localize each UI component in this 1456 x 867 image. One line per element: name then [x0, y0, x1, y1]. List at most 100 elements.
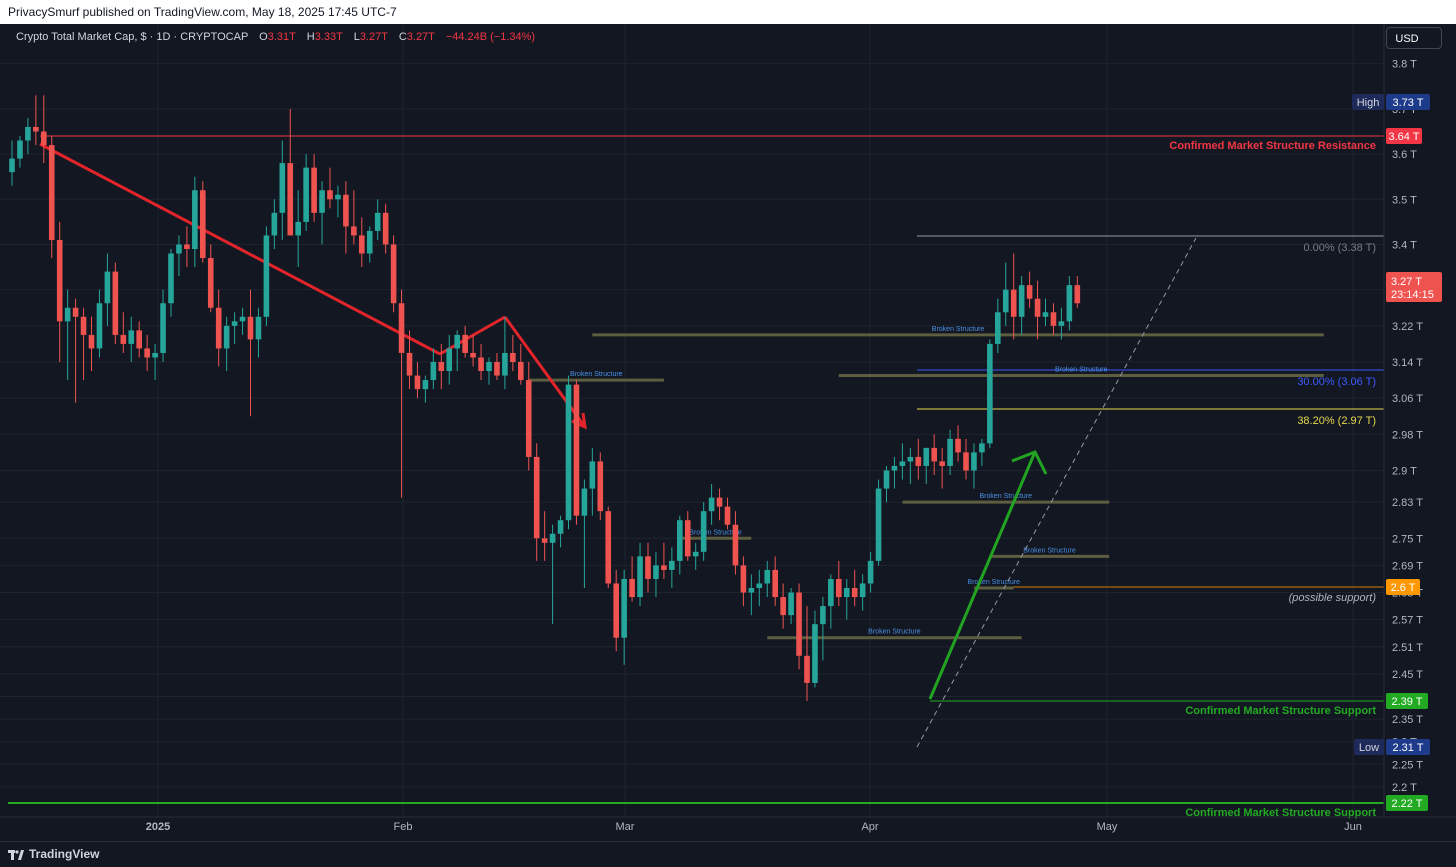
candle-body — [549, 533, 556, 543]
candle-body — [613, 583, 619, 638]
price-tick-label: 3.6 T — [1392, 149, 1417, 161]
candle-body — [653, 565, 659, 579]
candle-body — [104, 271, 111, 304]
candle-body — [470, 352, 476, 358]
candle-body — [939, 461, 945, 466]
resistance-label: Confirmed Market Structure Resistance — [1169, 140, 1376, 152]
annotations: Broken Structure Broken Structure Broken S… — [8, 135, 1384, 804]
candle-body — [486, 362, 492, 372]
candle-body — [446, 348, 453, 372]
candle-body — [510, 352, 516, 362]
candle-body — [56, 239, 63, 322]
candle-body — [112, 271, 119, 335]
candle-body — [335, 194, 341, 200]
candle-body — [454, 334, 460, 349]
change-value: −44.24B (−1.34%) — [445, 31, 536, 43]
candle-body — [581, 488, 588, 516]
candle-body — [907, 456, 914, 462]
uptrend-arrow-head — [1011, 450, 1048, 475]
possible-support-label: (possible support) — [1289, 592, 1377, 604]
candle-body — [168, 253, 174, 304]
candle-body — [311, 167, 317, 213]
broken-structure-label: Broken Structure — [689, 529, 742, 536]
chart-panel[interactable]: Broken Structure Broken Structure Broken S… — [0, 24, 1456, 841]
price-tick-label: 3.22 T — [1392, 321, 1423, 333]
candle-body — [1026, 285, 1033, 299]
price-tick-label: 2.98 T — [1392, 429, 1423, 441]
candle-body — [748, 588, 755, 593]
candle-body — [255, 316, 262, 340]
close-value: 3.27T — [406, 31, 435, 43]
price-tick-label: 2.75 T — [1392, 533, 1423, 545]
candle-body — [597, 461, 604, 512]
candle-body — [875, 488, 882, 561]
time-axis: 2025 Feb Mar Apr May Jun — [0, 816, 1456, 833]
high-marker: High 3.73 T — [1352, 94, 1430, 110]
broken-structure-label: Broken Structure — [570, 371, 623, 378]
candle-body — [533, 456, 540, 539]
time-axis-label: May — [1097, 821, 1118, 833]
bottom-bar: TradingView — [0, 841, 1456, 867]
price-tick-label: 2.57 T — [1392, 615, 1423, 627]
candle-body — [820, 606, 826, 625]
candle-body — [804, 655, 810, 683]
dashed-trendline — [916, 237, 1197, 748]
candle-body — [931, 447, 937, 462]
candle-body — [883, 470, 890, 489]
candle-body — [621, 578, 627, 638]
candle-body — [25, 126, 31, 141]
candle-body — [828, 578, 834, 607]
price-chart[interactable]: Broken Structure Broken Structure Broken S… — [0, 24, 1456, 841]
tradingview-logo[interactable]: TradingView — [8, 847, 99, 861]
price-tick-label: 2.83 T — [1392, 497, 1423, 509]
candle-body — [891, 465, 898, 471]
candle-body — [812, 624, 818, 683]
price-tick-label: 2.25 T — [1392, 759, 1423, 771]
countdown-timer: 23:14:15 — [1391, 289, 1434, 301]
candle-body — [764, 569, 771, 584]
high-value: 3.33T — [314, 31, 343, 43]
candle-body — [1066, 285, 1073, 322]
broken-structure-label: Broken Structure — [932, 326, 985, 333]
uptrend-arrow-line — [928, 451, 1037, 700]
broken-structure-label: Broken Structure — [968, 579, 1021, 586]
candle-body — [518, 362, 524, 381]
resistance-price-tag: 3.64 T — [1386, 128, 1422, 144]
candle-body — [152, 352, 158, 358]
candle-body — [661, 565, 667, 570]
candle-body — [33, 126, 39, 132]
candle-body — [724, 506, 731, 525]
resistance-price-value: 3.64 T — [1389, 131, 1420, 143]
tradingview-brand: TradingView — [29, 847, 100, 861]
candle-body — [995, 312, 1001, 344]
support-price-tag: 2.39 T — [1386, 693, 1428, 709]
candle-body — [160, 303, 166, 353]
high-marker-value: 3.73 T — [1393, 97, 1424, 109]
candle-body — [295, 221, 301, 236]
candle-body — [502, 352, 508, 376]
symbol-name: Crypto Total Market Cap, $ · 1D · CRYPTO… — [16, 31, 249, 43]
publisher-text: PrivacySmurf published on TradingView.co… — [8, 5, 397, 19]
close-label: C — [398, 31, 407, 43]
support-label: Confirmed Market Structure Support — [1185, 705, 1376, 717]
price-tick-label: 3.06 T — [1392, 393, 1423, 405]
candle-body — [788, 592, 794, 616]
price-tick-label: 2.2 T — [1392, 782, 1417, 794]
publisher-bar: PrivacySmurf published on TradingView.co… — [0, 0, 1456, 24]
tradingview-logo-icon — [8, 849, 24, 860]
price-tick-label: 3.14 T — [1392, 357, 1423, 369]
candle-body — [867, 560, 874, 584]
candle-body — [645, 556, 651, 579]
candle-body — [279, 163, 286, 213]
drop-arrow-line — [503, 316, 587, 428]
candle-body — [740, 565, 747, 593]
candle-body — [64, 307, 71, 322]
low-marker: Low 2.31 T — [1354, 739, 1430, 755]
candle-body — [17, 140, 23, 159]
candle-body — [669, 560, 675, 570]
currency-button[interactable]: USD — [1386, 27, 1442, 49]
symbol-legend[interactable]: Crypto Total Market Cap, $ · 1D · CRYPTO… — [16, 31, 535, 43]
candle-body — [430, 362, 437, 381]
candle-body — [494, 362, 500, 376]
candle-body — [287, 163, 294, 236]
